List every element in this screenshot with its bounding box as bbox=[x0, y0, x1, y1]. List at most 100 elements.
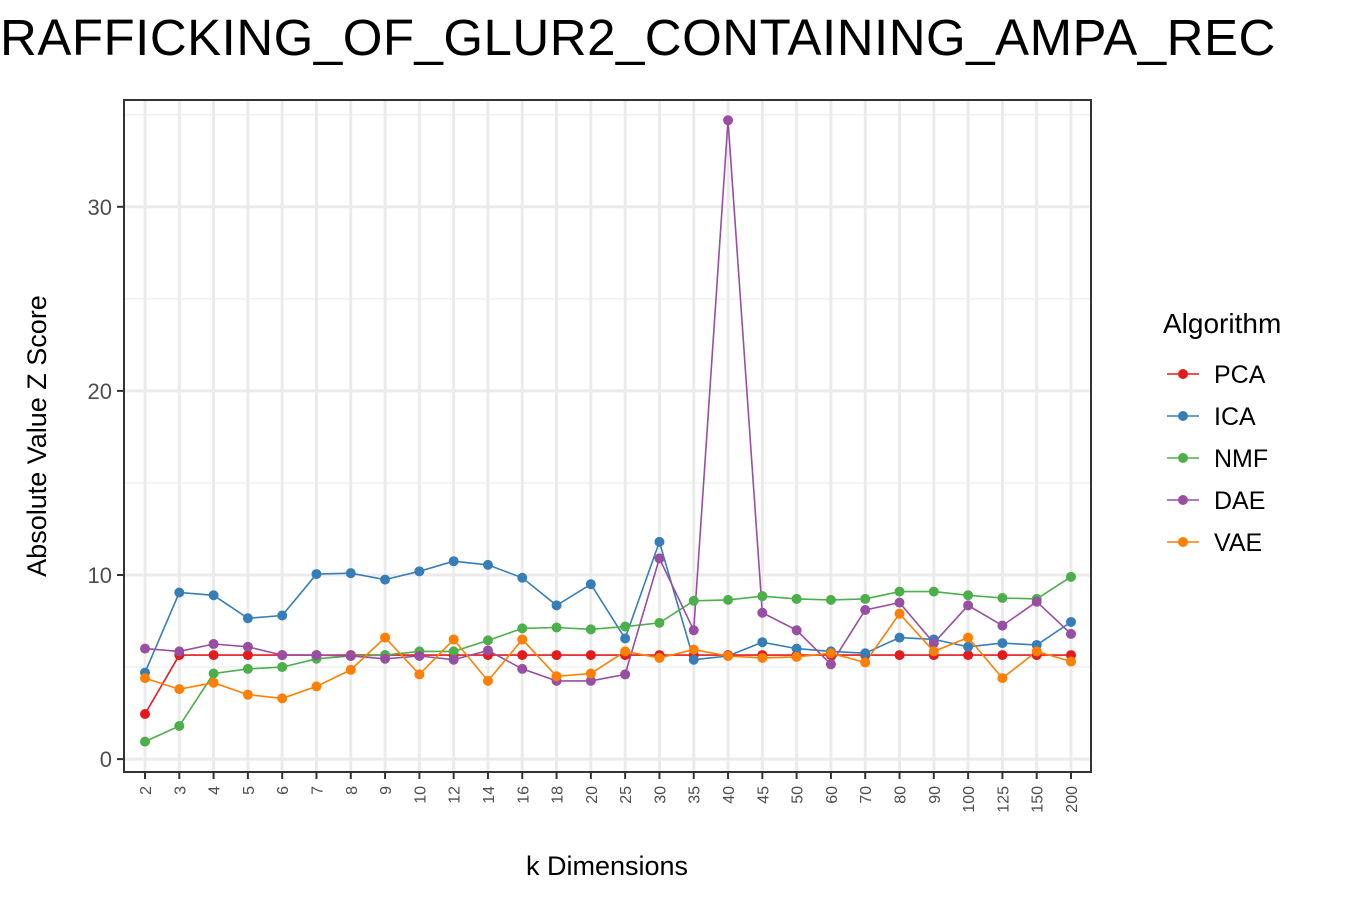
x-tick-label: 6 bbox=[275, 786, 292, 795]
y-axis-label: Absolute Value Z Score bbox=[22, 295, 52, 577]
data-point-nmf bbox=[928, 586, 939, 597]
legend-key-point-pca bbox=[1178, 369, 1188, 379]
data-point-nmf bbox=[963, 590, 974, 601]
data-point-nmf bbox=[997, 593, 1008, 604]
x-tick-label: 35 bbox=[687, 786, 704, 804]
plot-panel bbox=[124, 100, 1091, 772]
data-point-nmf bbox=[208, 668, 219, 679]
x-tick-label: 150 bbox=[1030, 786, 1047, 813]
data-point-pca bbox=[208, 650, 219, 661]
data-point-ica bbox=[894, 632, 905, 643]
x-tick-label: 80 bbox=[893, 786, 910, 804]
data-point-vae bbox=[1031, 646, 1042, 657]
series-line-dae bbox=[144, 120, 1072, 682]
legend-label-dae: DAE bbox=[1214, 487, 1265, 515]
data-point-nmf bbox=[757, 591, 768, 602]
data-point-nmf bbox=[654, 617, 665, 628]
data-point-dae bbox=[825, 659, 836, 670]
data-point-dae bbox=[1031, 596, 1042, 607]
x-tick-label: 10 bbox=[412, 786, 429, 804]
data-point-nmf bbox=[140, 736, 150, 747]
x-tick-label: 4 bbox=[207, 786, 224, 795]
data-point-dae bbox=[448, 654, 459, 665]
data-point-vae bbox=[688, 644, 699, 655]
data-point-vae bbox=[1066, 656, 1076, 667]
data-point-pca bbox=[894, 650, 905, 661]
data-point-pca bbox=[242, 650, 253, 661]
x-tick-label: 25 bbox=[618, 786, 635, 804]
data-point-ica bbox=[448, 556, 459, 567]
data-point-vae bbox=[380, 632, 391, 643]
legend-key-point-nmf bbox=[1178, 453, 1188, 463]
data-point-ica bbox=[585, 579, 596, 590]
series-line-nmf bbox=[144, 576, 1072, 743]
series-line-ica bbox=[144, 539, 1072, 673]
legend-label-vae: VAE bbox=[1214, 529, 1262, 557]
data-point-vae bbox=[242, 689, 253, 700]
data-point-dae bbox=[928, 638, 939, 649]
data-point-pca bbox=[140, 709, 150, 720]
x-tick-label: 18 bbox=[550, 786, 567, 804]
data-point-dae bbox=[860, 604, 871, 615]
data-point-dae bbox=[277, 650, 288, 661]
x-tick-label: 90 bbox=[927, 786, 944, 804]
data-point-nmf bbox=[860, 593, 871, 604]
x-tick-label: 7 bbox=[309, 786, 326, 795]
data-point-nmf bbox=[517, 623, 528, 634]
data-point-vae bbox=[448, 634, 459, 645]
data-point-dae bbox=[620, 669, 631, 680]
x-axis-label: k Dimensions bbox=[526, 851, 688, 881]
data-point-vae bbox=[140, 673, 150, 684]
data-point-vae bbox=[860, 657, 871, 668]
data-point-nmf bbox=[551, 622, 562, 633]
data-point-nmf bbox=[894, 586, 905, 597]
data-point-pca bbox=[517, 650, 528, 661]
x-tick-label: 40 bbox=[721, 786, 738, 804]
legend: Algorithm PCA ICA NMF DAE VAE bbox=[1163, 308, 1281, 557]
data-point-vae bbox=[757, 652, 768, 663]
data-point-nmf bbox=[688, 595, 699, 606]
data-point-dae bbox=[140, 643, 150, 654]
data-point-ica bbox=[1066, 616, 1076, 627]
data-point-vae bbox=[414, 669, 425, 680]
legend-title: Algorithm bbox=[1163, 308, 1281, 339]
data-point-ica bbox=[208, 590, 219, 601]
data-point-pca bbox=[963, 650, 974, 661]
data-point-vae bbox=[654, 652, 665, 663]
data-point-dae bbox=[791, 625, 802, 636]
data-point-dae bbox=[1066, 628, 1076, 639]
data-point-ica bbox=[174, 587, 185, 598]
y-tick-label: 0 bbox=[100, 747, 112, 772]
data-point-dae bbox=[380, 653, 391, 664]
data-point-dae bbox=[963, 600, 974, 611]
data-point-vae bbox=[311, 681, 322, 692]
x-tick-label: 3 bbox=[172, 786, 189, 795]
data-point-dae bbox=[688, 625, 699, 636]
data-point-dae bbox=[894, 597, 905, 608]
data-point-ica bbox=[482, 559, 493, 570]
data-point-nmf bbox=[620, 621, 631, 632]
y-tick-label: 20 bbox=[88, 379, 112, 404]
x-tick-label: 12 bbox=[447, 786, 464, 804]
x-tick-label: 50 bbox=[790, 786, 807, 804]
x-tick-label: 30 bbox=[652, 786, 669, 804]
data-point-dae bbox=[414, 651, 425, 662]
chart-title: RAFFICKING_OF_GLUR2_CONTAINING_AMPA_REC bbox=[0, 9, 1276, 66]
data-point-dae bbox=[654, 553, 665, 564]
data-point-vae bbox=[825, 648, 836, 659]
data-point-nmf bbox=[723, 594, 734, 605]
data-point-ica bbox=[997, 638, 1008, 649]
data-point-ica bbox=[311, 569, 322, 580]
series-line-vae bbox=[144, 612, 1072, 700]
data-point-ica bbox=[757, 637, 768, 648]
legend-key-point-vae bbox=[1178, 537, 1188, 547]
data-point-ica bbox=[380, 574, 391, 585]
data-point-vae bbox=[517, 634, 528, 645]
x-tick-label: 45 bbox=[755, 786, 772, 804]
data-point-nmf bbox=[825, 594, 836, 605]
data-point-nmf bbox=[242, 663, 253, 674]
data-point-ica bbox=[654, 536, 665, 547]
x-tick-label: 16 bbox=[515, 786, 532, 804]
data-point-ica bbox=[277, 610, 288, 621]
